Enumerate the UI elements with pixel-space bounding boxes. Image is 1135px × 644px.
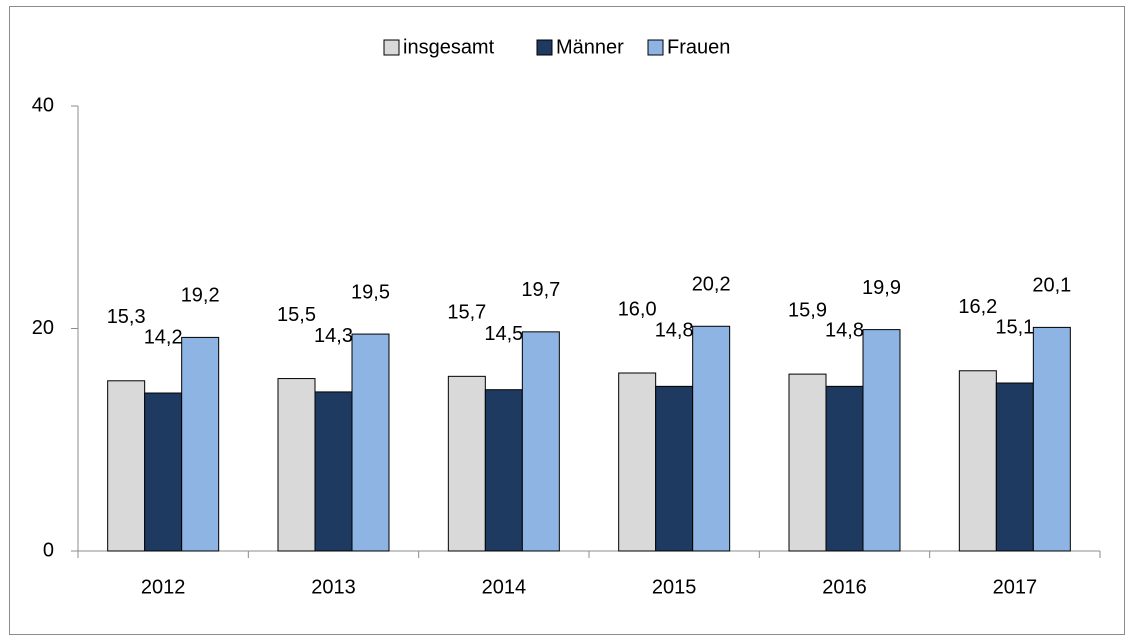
bar (618, 372, 657, 552)
bar (277, 378, 316, 552)
x-tick-label: 2015 (652, 576, 697, 598)
data-label: 20,2 (692, 274, 731, 296)
bar (181, 336, 220, 552)
x-tick-label: 2017 (993, 576, 1038, 598)
data-label: 20,1 (1032, 275, 1071, 297)
y-tick-label: 20 (32, 317, 54, 339)
data-label: 15,7 (447, 302, 486, 324)
data-label: 15,3 (107, 306, 146, 328)
data-label: 19,9 (862, 277, 901, 299)
x-tick-label: 2016 (822, 576, 867, 598)
bar (655, 385, 694, 552)
data-label: 15,1 (995, 316, 1034, 338)
legend-label: insgesamt (403, 36, 495, 58)
bar (788, 373, 827, 552)
legend-swatch (383, 39, 400, 56)
bar (825, 385, 864, 552)
bar (447, 375, 486, 552)
bar (351, 333, 390, 552)
bar (314, 391, 353, 552)
data-label: 15,9 (788, 299, 827, 321)
data-label: 14,8 (825, 320, 864, 342)
x-tick-label: 2013 (311, 576, 356, 598)
data-label: 15,5 (277, 304, 316, 326)
legend-label: Frauen (667, 36, 730, 58)
data-label: 19,7 (521, 279, 560, 301)
data-label: 19,5 (351, 281, 390, 303)
bar (521, 331, 560, 552)
bar (107, 380, 146, 552)
y-tick-label: 0 (43, 539, 54, 561)
legend-label: Männer (556, 36, 624, 58)
data-label: 14,8 (655, 320, 694, 342)
y-tick-label: 40 (32, 94, 54, 116)
x-tick-label: 2014 (482, 576, 527, 598)
data-label: 16,0 (618, 298, 657, 320)
bar (1032, 326, 1071, 552)
x-tick-label: 2012 (141, 576, 186, 598)
bar (958, 370, 997, 552)
bar (692, 325, 731, 552)
bar (484, 389, 523, 552)
bar (144, 392, 183, 552)
bar (995, 382, 1034, 552)
data-label: 16,2 (958, 296, 997, 318)
data-label: 19,2 (181, 285, 220, 307)
data-label: 14,2 (144, 326, 183, 348)
legend-swatch (647, 39, 664, 56)
bar (862, 329, 901, 552)
legend-swatch (536, 39, 553, 56)
data-label: 14,5 (484, 323, 523, 345)
data-label: 14,3 (314, 325, 353, 347)
